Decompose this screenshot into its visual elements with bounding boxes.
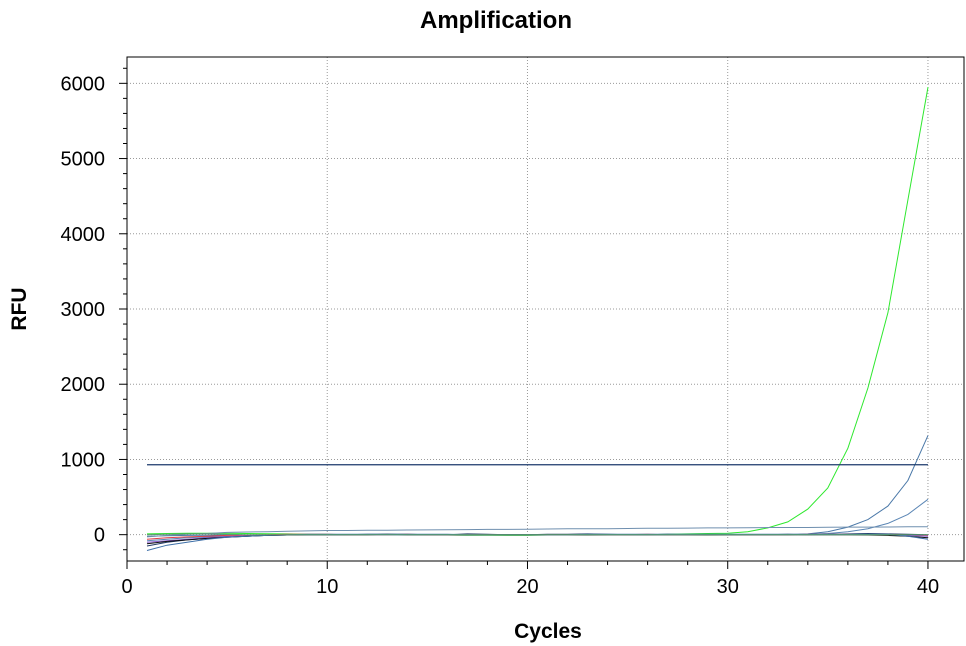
y-tick-label: 5000: [61, 149, 106, 171]
x-tick-label: 10: [316, 576, 338, 598]
series-line-9: [146, 533, 929, 551]
y-tick-label: 3000: [61, 299, 106, 321]
y-tick-label: 0: [94, 525, 105, 547]
x-axis-label: Cycles: [514, 620, 582, 643]
series-line-2: [146, 435, 929, 537]
x-tick-label: 30: [717, 576, 739, 598]
series-line-4: [146, 526, 928, 538]
x-tick-label: 40: [917, 576, 939, 598]
chart-title: Amplification: [420, 7, 572, 34]
y-tick-label: 4000: [61, 224, 106, 246]
series-line-1: [146, 87, 929, 536]
y-axis-label: RFU: [8, 287, 31, 330]
gridlines: [127, 57, 964, 561]
series-group: [146, 87, 929, 551]
y-tick-label: 1000: [61, 449, 106, 471]
series-line-10: [146, 533, 928, 536]
y-tick-label: 2000: [61, 374, 106, 396]
x-tick-label: 20: [516, 576, 538, 598]
axis-ticks: 0 10 20 30 40 0 1000 2000 3000 4000 5000 6000: [61, 67, 939, 598]
y-tick-label: 6000: [61, 73, 106, 95]
x-tick-label: 0: [121, 576, 132, 598]
